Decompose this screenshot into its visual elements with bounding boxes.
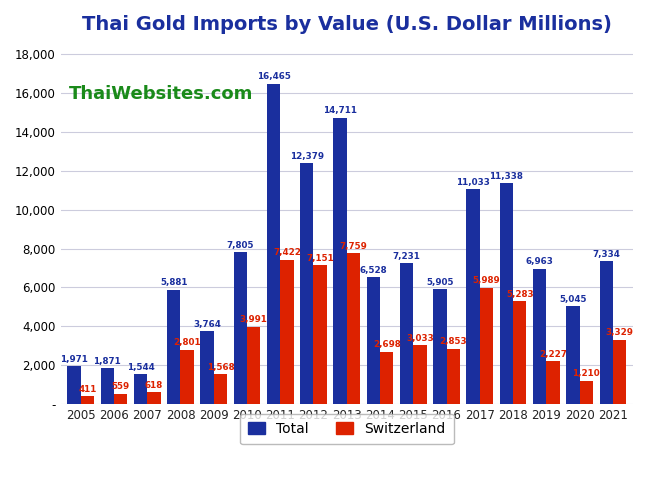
- Bar: [114, 394, 127, 405]
- Text: 1,210: 1,210: [573, 369, 600, 379]
- Bar: [68, 366, 81, 405]
- Text: 1,544: 1,544: [127, 363, 155, 372]
- Bar: [101, 368, 114, 405]
- Text: 618: 618: [145, 381, 163, 390]
- Legend: Total, Switzerland: Total, Switzerland: [240, 414, 454, 444]
- Bar: [447, 349, 460, 405]
- Bar: [313, 265, 327, 405]
- Bar: [400, 263, 413, 405]
- Bar: [513, 302, 526, 405]
- Bar: [267, 83, 280, 405]
- Title: Thai Gold Imports by Value (U.S. Dollar Millions): Thai Gold Imports by Value (U.S. Dollar …: [82, 15, 612, 34]
- Bar: [280, 260, 294, 405]
- Text: 12,379: 12,379: [290, 152, 324, 161]
- Text: 7,231: 7,231: [393, 252, 421, 261]
- Text: 5,283: 5,283: [506, 290, 534, 299]
- Bar: [434, 289, 447, 405]
- Bar: [613, 339, 626, 405]
- Text: 7,334: 7,334: [592, 250, 620, 259]
- Text: 11,338: 11,338: [489, 172, 523, 181]
- Bar: [413, 345, 426, 405]
- Text: 2,853: 2,853: [439, 337, 467, 346]
- Text: 1,971: 1,971: [60, 355, 88, 364]
- Bar: [580, 381, 593, 405]
- Text: 5,045: 5,045: [559, 295, 587, 304]
- Bar: [147, 392, 161, 405]
- Bar: [247, 327, 260, 405]
- Bar: [480, 288, 493, 405]
- Text: 6,963: 6,963: [526, 257, 554, 266]
- Bar: [533, 269, 546, 405]
- Bar: [300, 163, 313, 405]
- Text: 14,711: 14,711: [323, 106, 357, 115]
- Bar: [546, 361, 560, 405]
- Bar: [500, 183, 513, 405]
- Bar: [566, 306, 580, 405]
- Text: 7,805: 7,805: [227, 241, 254, 250]
- Text: 559: 559: [112, 382, 129, 391]
- Text: 3,764: 3,764: [193, 320, 221, 329]
- Text: 7,151: 7,151: [306, 253, 334, 263]
- Bar: [81, 397, 94, 405]
- Text: 11,033: 11,033: [456, 178, 490, 187]
- Bar: [181, 350, 194, 405]
- Bar: [380, 352, 393, 405]
- Text: 7,759: 7,759: [339, 242, 367, 251]
- Text: 3,033: 3,033: [406, 334, 434, 343]
- Text: 7,422: 7,422: [273, 248, 301, 257]
- Bar: [346, 253, 360, 405]
- Text: 3,329: 3,329: [606, 328, 633, 337]
- Bar: [200, 331, 214, 405]
- Bar: [134, 374, 147, 405]
- Text: 2,227: 2,227: [539, 350, 567, 359]
- Bar: [367, 277, 380, 405]
- Bar: [467, 189, 480, 405]
- Text: 1,568: 1,568: [207, 362, 234, 372]
- Text: 2,698: 2,698: [373, 340, 400, 349]
- Text: 6,528: 6,528: [359, 266, 387, 275]
- Text: 16,465: 16,465: [257, 72, 291, 81]
- Bar: [234, 252, 247, 405]
- Bar: [599, 261, 613, 405]
- Text: 5,881: 5,881: [160, 278, 188, 287]
- Bar: [167, 290, 181, 405]
- Text: 411: 411: [78, 385, 97, 394]
- Bar: [333, 118, 346, 405]
- Text: ThaiWebsites.com: ThaiWebsites.com: [70, 85, 254, 103]
- Text: 5,905: 5,905: [426, 278, 454, 287]
- Text: 3,991: 3,991: [240, 315, 268, 324]
- Text: 2,801: 2,801: [174, 338, 201, 347]
- Bar: [214, 374, 227, 405]
- Text: 1,871: 1,871: [94, 357, 121, 366]
- Text: 5,989: 5,989: [473, 276, 501, 285]
